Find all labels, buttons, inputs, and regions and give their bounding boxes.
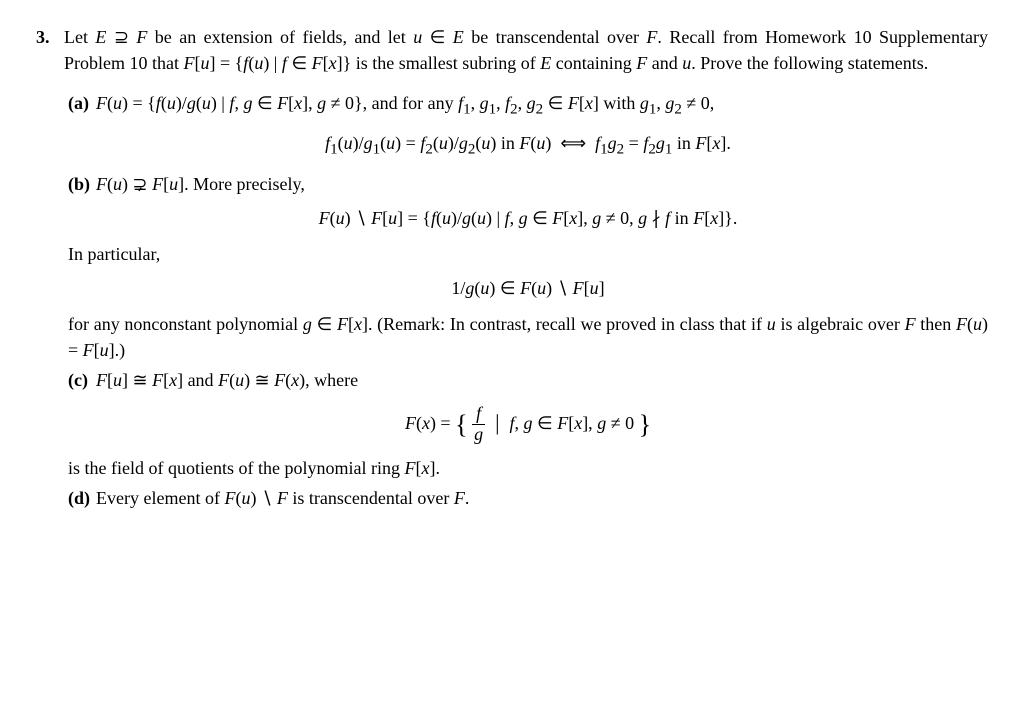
part-c-label: (c) (68, 367, 96, 393)
problem-number: 3. (36, 24, 64, 517)
parts-list: (a) F(u) = {f(u)/g(u) | f, g ∈ F[x], g ≠… (64, 90, 988, 511)
part-a-text: F(u) = {f(u)/g(u) | f, g ∈ F[x], g ≠ 0},… (96, 90, 988, 121)
part-b-text: F(u) ⊋ F[u]. More precisely, (96, 171, 988, 197)
part-b-remark: for any nonconstant polynomial g ∈ F[x].… (68, 311, 988, 363)
part-c-math: F(x) = { fg | f, g ∈ F[x], g ≠ 0 } (68, 402, 988, 445)
part-c-text: F[u] ≅ F[x] and F(u) ≅ F(x), where (96, 367, 988, 393)
part-b-math1: F(u) ∖ F[u] = {f(u)/g(u) | f, g ∈ F[x], … (68, 205, 988, 231)
part-d-label: (d) (68, 485, 96, 511)
part-a-math: f1(u)/g1(u) = f2(u)/g2(u) in F(u) ⟺ f1g2… (68, 130, 988, 161)
part-a: (a) F(u) = {f(u)/g(u) | f, g ∈ F[x], g ≠… (68, 90, 988, 121)
intro-text: Let E ⊇ F be an extension of fields, and… (64, 24, 988, 76)
part-d: (d) Every element of F(u) ∖ F is transce… (68, 485, 988, 511)
problem-body: Let E ⊇ F be an extension of fields, and… (64, 24, 988, 517)
part-b-label: (b) (68, 171, 96, 197)
part-b-inparticular: In particular, (68, 241, 988, 267)
part-d-text: Every element of F(u) ∖ F is transcenden… (96, 485, 988, 511)
part-c: (c) F[u] ≅ F[x] and F(u) ≅ F(x), where (68, 367, 988, 393)
part-b: (b) F(u) ⊋ F[u]. More precisely, (68, 171, 988, 197)
part-b-math2: 1/g(u) ∈ F(u) ∖ F[u] (68, 275, 988, 301)
problem: 3. Let E ⊇ F be an extension of fields, … (36, 24, 988, 517)
part-a-label: (a) (68, 90, 96, 121)
part-c-tail: is the field of quotients of the polynom… (68, 455, 988, 481)
